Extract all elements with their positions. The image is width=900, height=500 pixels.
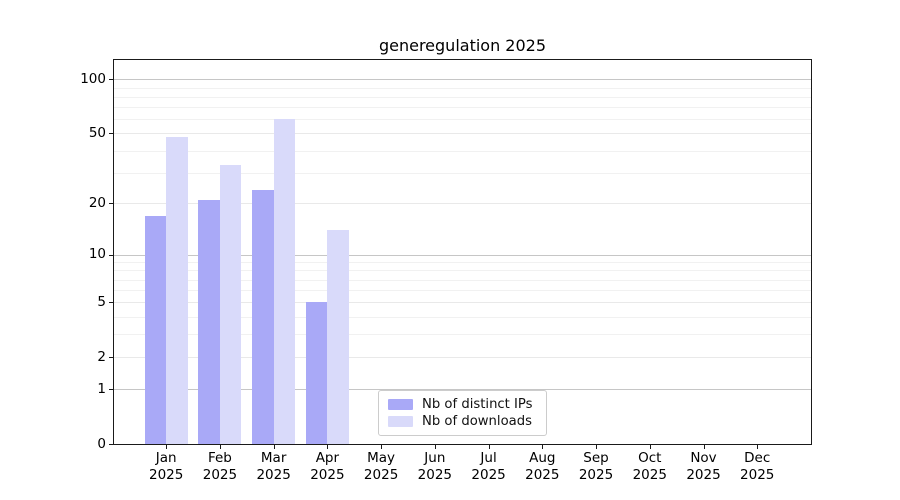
y-tick-mark (109, 133, 113, 135)
x-tick-label-sep: Sep 2025 (578, 450, 614, 483)
x-tick-mark (703, 445, 705, 449)
y-tick-label: 5 (97, 293, 106, 310)
x-tick-label-nov: Nov 2025 (686, 450, 721, 483)
bar-distinct-ips-2 (252, 189, 274, 444)
y-tick-label: 20 (88, 194, 106, 211)
gridline-2 (114, 357, 811, 359)
y-tick-mark (109, 203, 113, 205)
x-tick-mark (488, 445, 490, 449)
legend-item-distinct-ips: Nb of distinct IPs (388, 397, 537, 412)
x-tick-mark (219, 445, 221, 449)
y-tick-label: 10 (88, 246, 106, 263)
y-tick-label: 1 (97, 380, 106, 397)
legend-item-downloads: Nb of downloads (388, 414, 537, 429)
y-tick-label: 2 (97, 348, 106, 365)
y-tick-label: 100 (80, 70, 106, 87)
chart-title: generegulation 2025 (378, 36, 547, 55)
x-tick-label-dec: Dec 2025 (740, 450, 775, 483)
legend: Nb of distinct IPs Nb of downloads (378, 390, 547, 436)
gridline-50 (114, 133, 811, 135)
bar-distinct-ips-0 (144, 215, 167, 444)
x-tick-mark (434, 445, 436, 449)
bar-distinct-ips-3 (305, 302, 328, 444)
x-tick-label-jul: Jul 2025 (471, 450, 506, 483)
x-tick-label-aug: Aug 2025 (525, 450, 560, 483)
plot-area (113, 59, 812, 445)
gridline-minor (114, 119, 811, 121)
y-tick-mark (109, 302, 113, 304)
legend-label: Nb of downloads (422, 414, 532, 429)
x-tick-label-apr: Apr 2025 (310, 450, 345, 483)
gridline-100 (114, 79, 811, 81)
y-tick-mark (109, 254, 113, 256)
gridline-minor (114, 290, 811, 292)
x-tick-mark (273, 445, 275, 449)
gridline-10 (114, 254, 811, 256)
gridline-minor (114, 262, 811, 264)
y-tick-label: 50 (88, 124, 106, 141)
y-tick-mark (109, 389, 113, 391)
gridline-minor (114, 96, 811, 98)
x-tick-label-may: May 2025 (363, 450, 399, 483)
x-tick-label-oct: Oct 2025 (632, 450, 667, 483)
x-tick-mark (649, 445, 651, 449)
gridline-minor (114, 334, 811, 336)
gridline-20 (114, 203, 811, 205)
x-tick-label-jan: Jan 2025 (149, 450, 184, 483)
gridline-minor (114, 270, 811, 272)
x-tick-label-feb: Feb 2025 (202, 450, 238, 483)
x-tick-label-mar: Mar 2025 (256, 450, 291, 483)
y-tick-mark (109, 444, 113, 445)
x-tick-mark (542, 445, 544, 449)
gridline-minor (114, 172, 811, 174)
gridline-minor (114, 107, 811, 109)
y-tick-label: 0 (97, 435, 106, 452)
legend-label: Nb of distinct IPs (422, 397, 533, 412)
gridline-1 (114, 389, 811, 391)
x-tick-label-jun: Jun 2025 (417, 450, 453, 483)
x-tick-mark (381, 445, 383, 449)
bar-downloads-0 (166, 136, 188, 444)
gridline-minor (114, 279, 811, 281)
x-tick-mark (327, 445, 329, 449)
gridline-5 (114, 302, 811, 304)
bar-distinct-ips-1 (198, 199, 220, 444)
gridline-minor (114, 316, 811, 318)
y-tick-mark (109, 79, 113, 81)
y-tick-mark (109, 357, 113, 359)
x-tick-mark (166, 445, 168, 449)
bar-downloads-2 (273, 119, 296, 444)
gridline-minor (114, 87, 811, 89)
bar-downloads-1 (219, 165, 242, 444)
bar-downloads-3 (327, 230, 349, 444)
x-tick-mark (757, 445, 759, 449)
legend-swatch-downloads (388, 416, 413, 427)
x-tick-mark (596, 445, 598, 449)
gridline-minor (114, 150, 811, 152)
legend-swatch-distinct-ips (388, 399, 413, 410)
